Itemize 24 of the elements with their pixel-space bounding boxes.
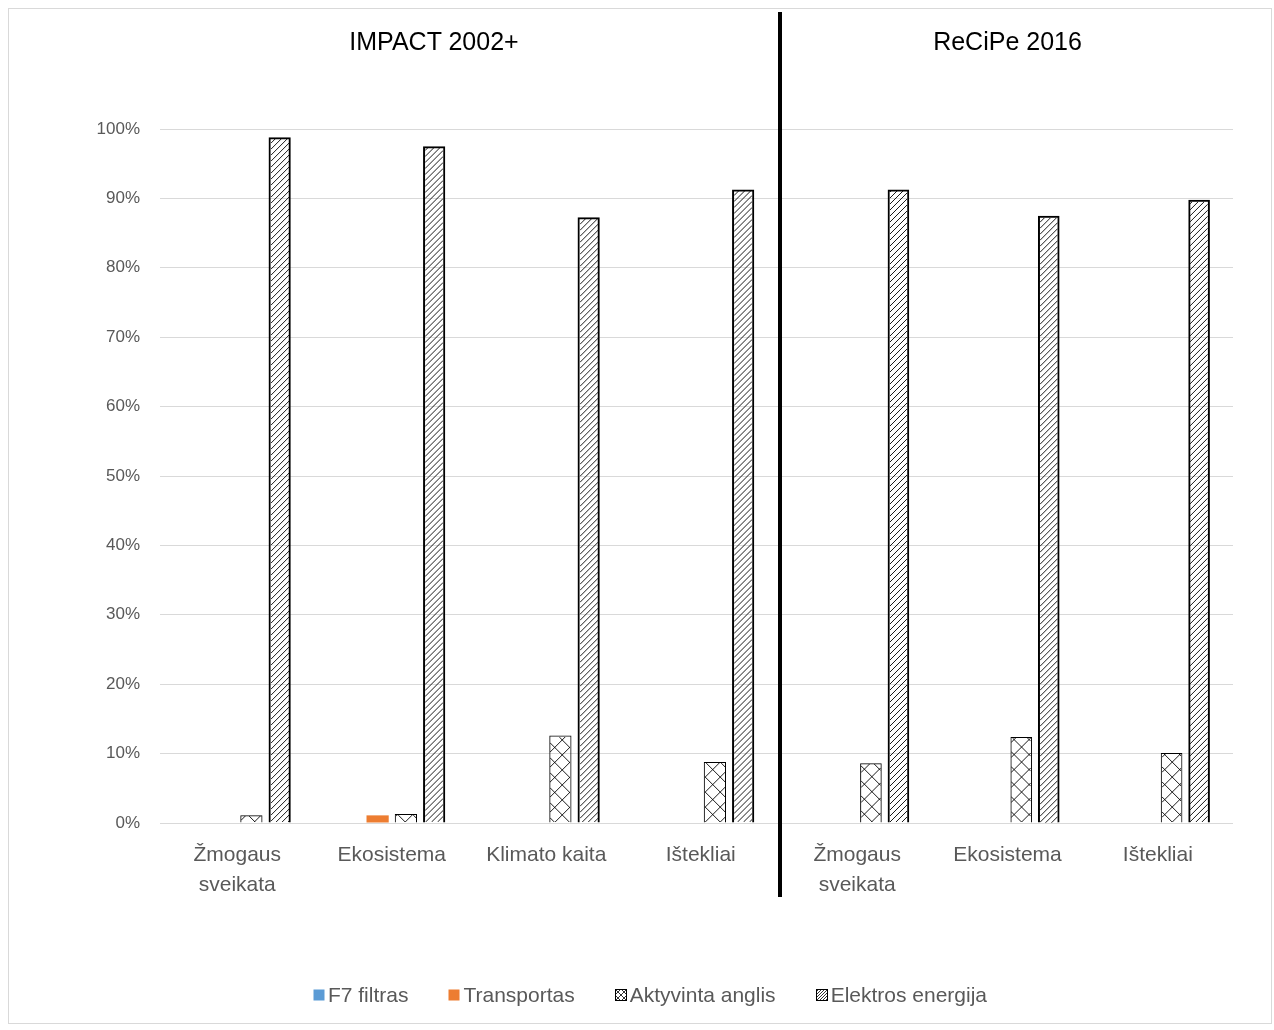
- x-tick-label: Ištekliai: [665, 842, 736, 866]
- y-tick-label: 40%: [105, 535, 140, 555]
- y-tick-label: 20%: [105, 673, 140, 693]
- x-tick-label: Žmogaus sveikata: [193, 842, 282, 896]
- x-tick-label: Klimato kaita: [486, 842, 607, 866]
- legend-label: F7 filtras: [327, 983, 409, 1007]
- y-tick-label: 90%: [105, 188, 140, 208]
- x-tick-label: Ištekliai: [1122, 842, 1193, 866]
- y-tick-label: 80%: [105, 257, 140, 277]
- y-tick-label: 0%: [115, 812, 140, 832]
- y-tick-label: 100%: [96, 118, 140, 138]
- y-tick-label: 70%: [105, 326, 140, 346]
- legend-label: Elektros energija: [830, 983, 988, 1007]
- chart-title: ReCiPe 2016: [933, 26, 1082, 55]
- y-tick-label: 10%: [105, 743, 140, 763]
- y-tick-label: 60%: [105, 396, 140, 416]
- x-tick-label: Žmogaus sveikata: [813, 842, 901, 896]
- legend-label: Transportas: [463, 983, 575, 1007]
- y-tick-label: 50%: [105, 465, 140, 485]
- x-tick-label: Ekosistema: [953, 842, 1063, 866]
- x-tick-label: Ekosistema: [337, 842, 447, 866]
- chart-title: IMPACT 2002+: [349, 26, 519, 55]
- legend-label: Aktyvinta anglis: [629, 983, 776, 1007]
- y-tick-label: 30%: [105, 604, 140, 624]
